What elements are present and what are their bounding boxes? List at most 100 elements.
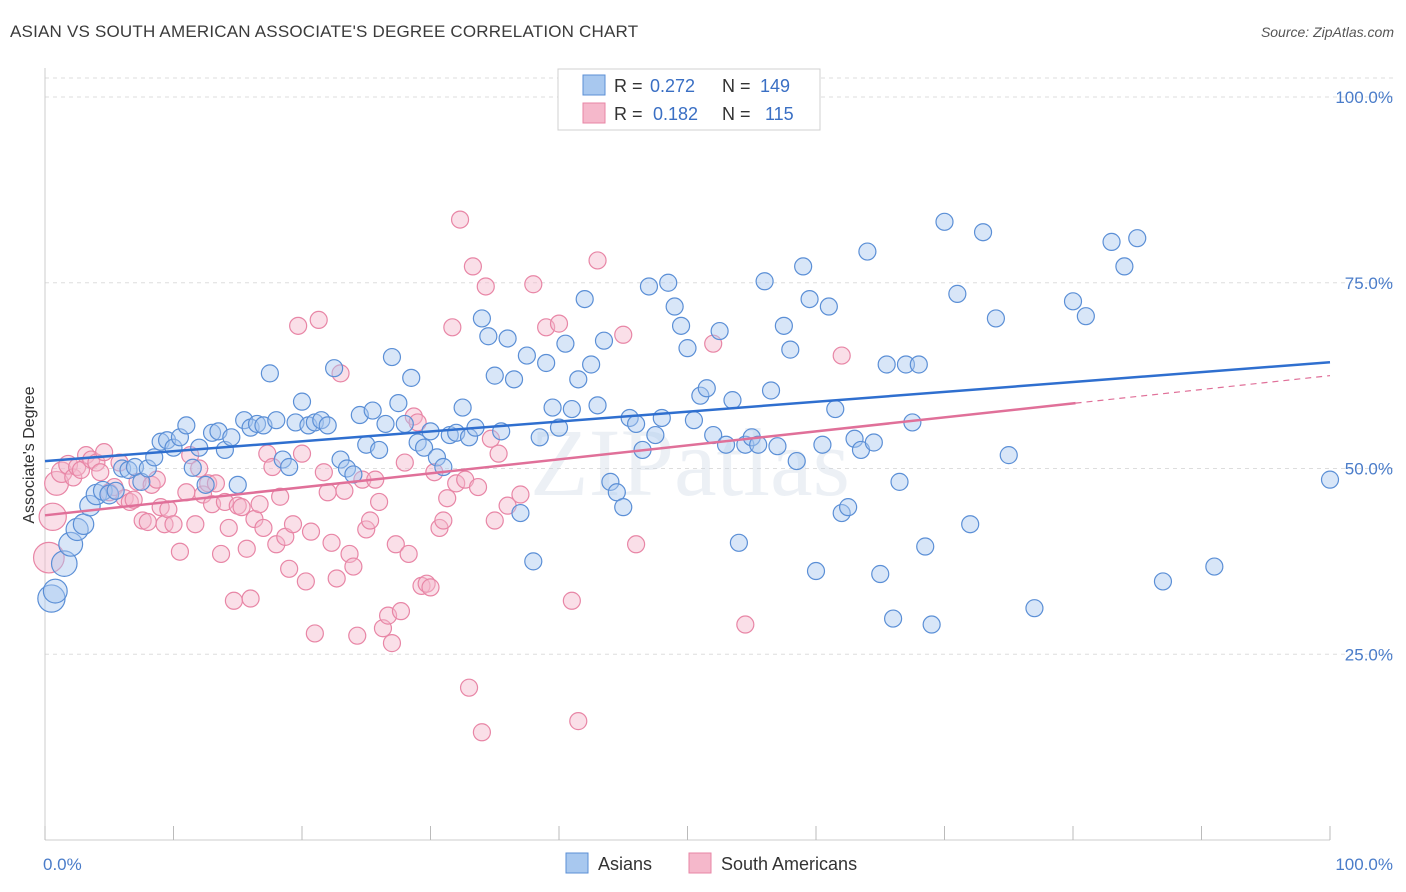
bottom-legend-south-americans: South Americans	[721, 854, 857, 874]
legend-n-label-2: N =	[722, 104, 751, 124]
asians-point	[42, 578, 68, 604]
asians-point	[922, 615, 941, 634]
asians-point	[781, 340, 800, 359]
south-americans-point	[91, 463, 110, 482]
south-americans-point	[463, 257, 483, 276]
south-americans-point	[170, 542, 190, 561]
asians-point	[537, 353, 556, 373]
south-americans-point	[296, 572, 315, 591]
south-americans-point	[289, 316, 308, 335]
south-americans-point	[511, 485, 530, 504]
south-americans-point	[562, 591, 581, 610]
asians-point	[1025, 599, 1044, 618]
south-americans-point	[190, 459, 209, 478]
asians-point	[639, 277, 659, 296]
legend-n-value-1: 149	[760, 76, 790, 96]
trend-lines	[44, 361, 1331, 517]
south-americans-point	[232, 498, 251, 517]
asians-point	[50, 550, 78, 577]
y-tick-label: 75.0%	[1345, 274, 1393, 293]
legend-r-label-1: R =	[614, 76, 643, 96]
grid-lines	[45, 77, 1395, 655]
asians-point	[549, 418, 569, 437]
asians-point	[961, 515, 980, 534]
asians-point	[999, 446, 1018, 465]
south-americans-point	[64, 468, 83, 487]
asians-point	[896, 355, 916, 374]
south-americans-point	[438, 489, 457, 508]
asians-point	[72, 513, 95, 536]
asians-point	[909, 355, 928, 374]
asians-point	[331, 450, 350, 469]
asians-point	[267, 411, 286, 430]
asians-point	[691, 386, 710, 405]
south-americans-point	[357, 520, 376, 539]
asians-point	[761, 381, 781, 400]
asians-point	[1128, 229, 1147, 248]
asians-point	[697, 379, 716, 398]
asians-point	[280, 457, 299, 477]
asians-point	[382, 347, 402, 367]
south-americans-point	[250, 495, 269, 514]
asians-point	[986, 309, 1006, 328]
asians-point	[723, 391, 742, 410]
asians-point	[517, 346, 536, 365]
asians-point	[511, 503, 530, 523]
asians-point	[1063, 292, 1083, 311]
south-americans-point	[241, 589, 260, 608]
asians-point	[806, 561, 826, 581]
asians-point	[202, 423, 222, 442]
asians-point	[569, 370, 588, 389]
asians-point	[594, 331, 614, 350]
south-americans-point	[626, 535, 646, 554]
asians-point	[562, 399, 581, 419]
south-americans-point	[224, 591, 243, 610]
asians-point	[601, 472, 620, 491]
asians-point	[1076, 307, 1095, 326]
asians-point	[800, 289, 819, 309]
asians-point	[582, 355, 601, 374]
south-americans-point	[549, 314, 569, 333]
south-americans-point	[736, 615, 755, 634]
asians-point	[973, 223, 993, 242]
y-axis-label: Associate's Degree	[21, 386, 38, 523]
south-americans-point	[254, 518, 273, 538]
south-americans-point	[476, 277, 495, 296]
asians-point	[472, 309, 491, 328]
asians-point	[871, 564, 890, 584]
asians-point	[273, 450, 292, 469]
south-americans-point	[301, 522, 321, 541]
legend-sa-swatch	[582, 102, 606, 124]
asians-point	[646, 425, 665, 445]
asians-point	[556, 334, 575, 353]
south-americans-point	[237, 539, 256, 558]
asians-point	[678, 339, 697, 358]
south-americans-point	[443, 318, 462, 337]
asians-point	[729, 533, 749, 552]
asians-point	[106, 481, 125, 500]
south-americans-point	[309, 310, 328, 329]
asians-point	[370, 440, 389, 460]
south-americans-point	[283, 515, 303, 534]
bottom-legend-asians: Asians	[598, 854, 652, 874]
asians-point	[588, 396, 607, 415]
south-americans-point	[271, 487, 290, 506]
asians-point	[794, 257, 813, 276]
axes	[44, 68, 1331, 841]
asians-point	[684, 411, 704, 430]
south-americans-point	[138, 512, 157, 532]
asians-point	[196, 475, 215, 494]
asians-point	[826, 399, 845, 419]
asians-point	[768, 437, 787, 456]
bottom-legend-sa-swatch	[688, 852, 712, 874]
legend-r-label-2: R =	[614, 104, 643, 124]
south-americans-trend-extension	[1075, 375, 1331, 404]
asians-points	[37, 212, 1340, 634]
asians-point	[177, 416, 196, 435]
south-americans-point	[588, 251, 607, 270]
south-americans-point	[348, 626, 367, 645]
asians-point	[845, 429, 864, 448]
x-tick-labels: 0.0% 100.0%	[43, 855, 1393, 874]
asians-point	[402, 368, 421, 387]
